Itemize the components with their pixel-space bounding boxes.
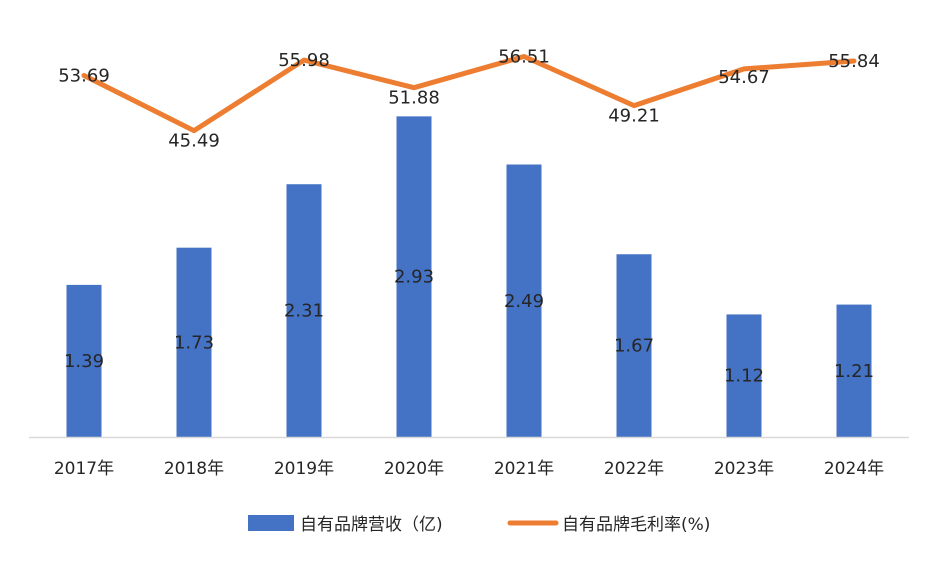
bar-2019年: [286, 184, 322, 437]
bar-value-label: 2.93: [394, 267, 434, 288]
x-tick-label: 2020年: [384, 459, 444, 479]
bar-series: [66, 116, 872, 438]
bar-2018年: [176, 247, 212, 437]
x-tick-label: 2023年: [714, 459, 774, 479]
x-tick-label: 2017年: [54, 459, 114, 479]
gross-margin-line: [81, 54, 857, 134]
line-value-label: 55.84: [828, 51, 880, 72]
legend-label-revenue: 自有品牌营收（亿): [300, 515, 443, 535]
x-tick-label: 2022年: [604, 459, 664, 479]
bar-2023年: [726, 314, 762, 437]
legend-label-margin: 自有品牌毛利率(%): [562, 515, 710, 535]
bar-value-label: 1.39: [64, 351, 104, 372]
bar-2024年: [836, 304, 872, 437]
legend-swatch-bar: [248, 515, 294, 531]
line-value-label: 51.88: [388, 88, 440, 109]
bar-value-label: 1.73: [174, 332, 214, 353]
line-value-label: 56.51: [498, 47, 550, 68]
bar-value-label: 1.67: [614, 336, 654, 357]
line-value-label: 54.67: [718, 67, 770, 88]
x-tick-label: 2021年: [494, 459, 554, 479]
bar-2020年: [396, 116, 432, 438]
x-tick-label: 2024年: [824, 459, 884, 479]
x-tick-label: 2019年: [274, 459, 334, 479]
x-tick-label: 2018年: [164, 459, 224, 479]
bar-2022年: [616, 254, 652, 437]
line-series: [81, 54, 857, 134]
data-labels: 1.39 1.73 2.31 2.93 2.49 1.67 1.12 1.21 53.69 45.…: [58, 47, 880, 387]
bar-value-label: 2.31: [284, 301, 324, 322]
legend: 自有品牌营收（亿) 自有品牌毛利率(%): [248, 515, 710, 535]
bar-value-label: 2.49: [504, 291, 544, 312]
bar-value-label: 1.12: [724, 366, 764, 387]
line-value-label: 53.69: [58, 65, 110, 86]
line-value-label: 55.98: [278, 50, 330, 71]
bar-2017年: [66, 284, 102, 437]
x-axis: 2017年 2018年 2019年 2020年 2021年 2022年 2023年 2024年: [29, 436, 909, 479]
line-value-label: 45.49: [168, 131, 220, 152]
line-value-label: 49.21: [608, 106, 660, 127]
bar-value-label: 1.21: [834, 361, 874, 382]
bar-2021年: [506, 164, 542, 437]
